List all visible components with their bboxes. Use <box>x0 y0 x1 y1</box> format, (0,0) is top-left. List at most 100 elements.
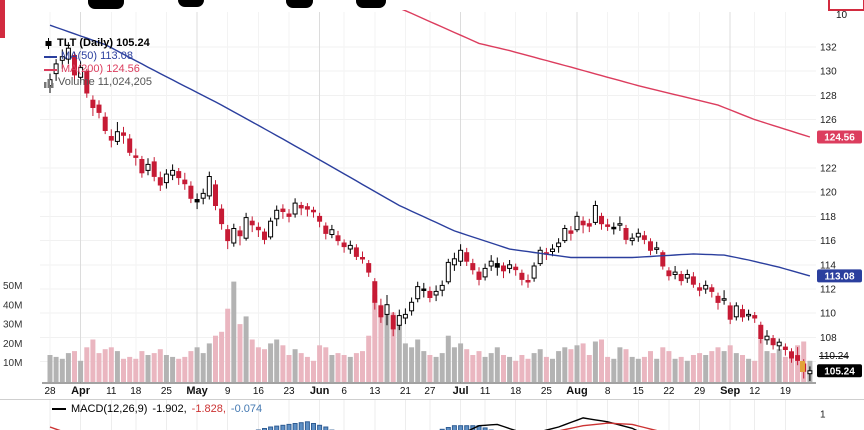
candlestick <box>366 263 372 273</box>
volume-bar <box>703 355 709 382</box>
macd-signal-value: -1.828, <box>191 403 226 415</box>
candlestick <box>752 315 758 319</box>
volume-bar <box>519 355 525 382</box>
x-axis-label: 21 <box>400 386 412 397</box>
volume-bar <box>249 339 255 382</box>
volume-bar <box>684 360 690 382</box>
candlestick <box>758 324 764 340</box>
ma200-line <box>401 10 811 138</box>
chart-legend: TLT (Daily) 105.24 MA(50) 113.08 MA(200)… <box>44 37 152 89</box>
ma50-swatch-icon <box>44 55 57 58</box>
x-axis-label: Aug <box>566 385 587 397</box>
volume-bar <box>65 353 71 382</box>
volume-bar <box>163 355 169 382</box>
candlestick <box>219 208 225 225</box>
x-axis-label: 18 <box>130 386 142 397</box>
volume-bar <box>378 304 384 382</box>
candlestick <box>372 281 378 303</box>
volume-bar <box>458 343 464 382</box>
volume-bar <box>648 351 653 382</box>
top-axis-label: 10 <box>836 10 848 21</box>
macd-histogram-bar <box>458 425 464 430</box>
volume-bar <box>568 349 574 382</box>
candlestick <box>482 267 488 278</box>
volume-bar <box>127 356 133 382</box>
price-axis-label: 112 <box>820 285 836 296</box>
candlestick <box>476 271 482 280</box>
x-axis-label: 25 <box>541 386 553 397</box>
candlestick <box>84 70 90 94</box>
candlestick <box>255 226 261 231</box>
candlestick <box>451 258 457 266</box>
price-axis-label: 114 <box>820 260 836 271</box>
candlestick <box>733 305 739 318</box>
candlestick <box>684 274 690 279</box>
volume-bar <box>96 353 102 382</box>
volume-bar <box>243 316 249 382</box>
candlestick <box>703 284 709 290</box>
volume-bar <box>108 347 114 382</box>
volume-bar <box>341 355 347 382</box>
volume-bar <box>666 351 672 382</box>
volume-bar <box>580 343 586 382</box>
volume-bar <box>782 356 788 382</box>
price-axis-label: 118 <box>820 212 836 223</box>
volume-bar <box>445 335 451 382</box>
price-axis-label: 108 <box>820 333 837 344</box>
volume-bar <box>421 351 427 382</box>
candlestick <box>194 199 200 203</box>
volume-bar <box>513 360 519 382</box>
volume-bar <box>770 353 776 382</box>
candlestick <box>795 355 801 361</box>
volume-bar <box>139 351 145 382</box>
volume-bar <box>255 347 261 382</box>
volume-bar <box>746 358 752 382</box>
candlestick <box>531 265 537 279</box>
candlestick <box>176 171 182 179</box>
candlestick <box>789 351 794 359</box>
volume-bar <box>525 358 531 382</box>
volume-bar <box>360 351 365 382</box>
candlestick <box>163 173 169 184</box>
volume-bar <box>84 347 90 382</box>
volume-bar <box>427 355 433 382</box>
x-axis-label: 19 <box>780 386 792 397</box>
candlestick <box>666 270 672 277</box>
candlestick <box>127 138 133 153</box>
macd-histogram-bar <box>268 426 274 430</box>
volume-bar <box>151 353 157 382</box>
volume-bar <box>335 353 341 382</box>
volume-bar <box>182 356 188 382</box>
candlestick <box>599 215 604 225</box>
x-axis-label: Apr <box>71 385 91 397</box>
candlestick <box>415 286 421 300</box>
volume-bar <box>366 335 372 382</box>
legend-row-ma50: MA(50) 113.08 <box>44 50 152 63</box>
candlestick <box>298 205 304 209</box>
x-axis-label: 22 <box>663 386 675 397</box>
volume-label: Volume 11,024,205 <box>58 76 152 88</box>
volume-bar <box>439 353 445 382</box>
volume-bar <box>635 358 641 382</box>
candlestick <box>72 55 77 76</box>
x-axis-label: 27 <box>424 386 436 397</box>
volume-bar <box>550 358 555 382</box>
macd-histogram-bar <box>451 425 457 430</box>
volume-bar <box>611 358 617 382</box>
candlestick <box>592 205 598 223</box>
candlestick <box>151 161 157 177</box>
candlestick <box>360 257 365 260</box>
candlestick <box>807 370 813 375</box>
volume-bar <box>72 351 77 382</box>
symbol-title[interactable]: TLT (Daily) 105.24 <box>57 37 150 49</box>
candlestick <box>292 202 298 215</box>
volume-bar <box>304 356 310 382</box>
volume-bar <box>697 353 703 382</box>
candlestick <box>114 131 120 142</box>
volume-bar <box>537 349 543 382</box>
candlestick <box>715 295 721 303</box>
candlestick <box>586 223 592 227</box>
candlestick <box>139 159 145 174</box>
volume-bar <box>176 358 182 382</box>
